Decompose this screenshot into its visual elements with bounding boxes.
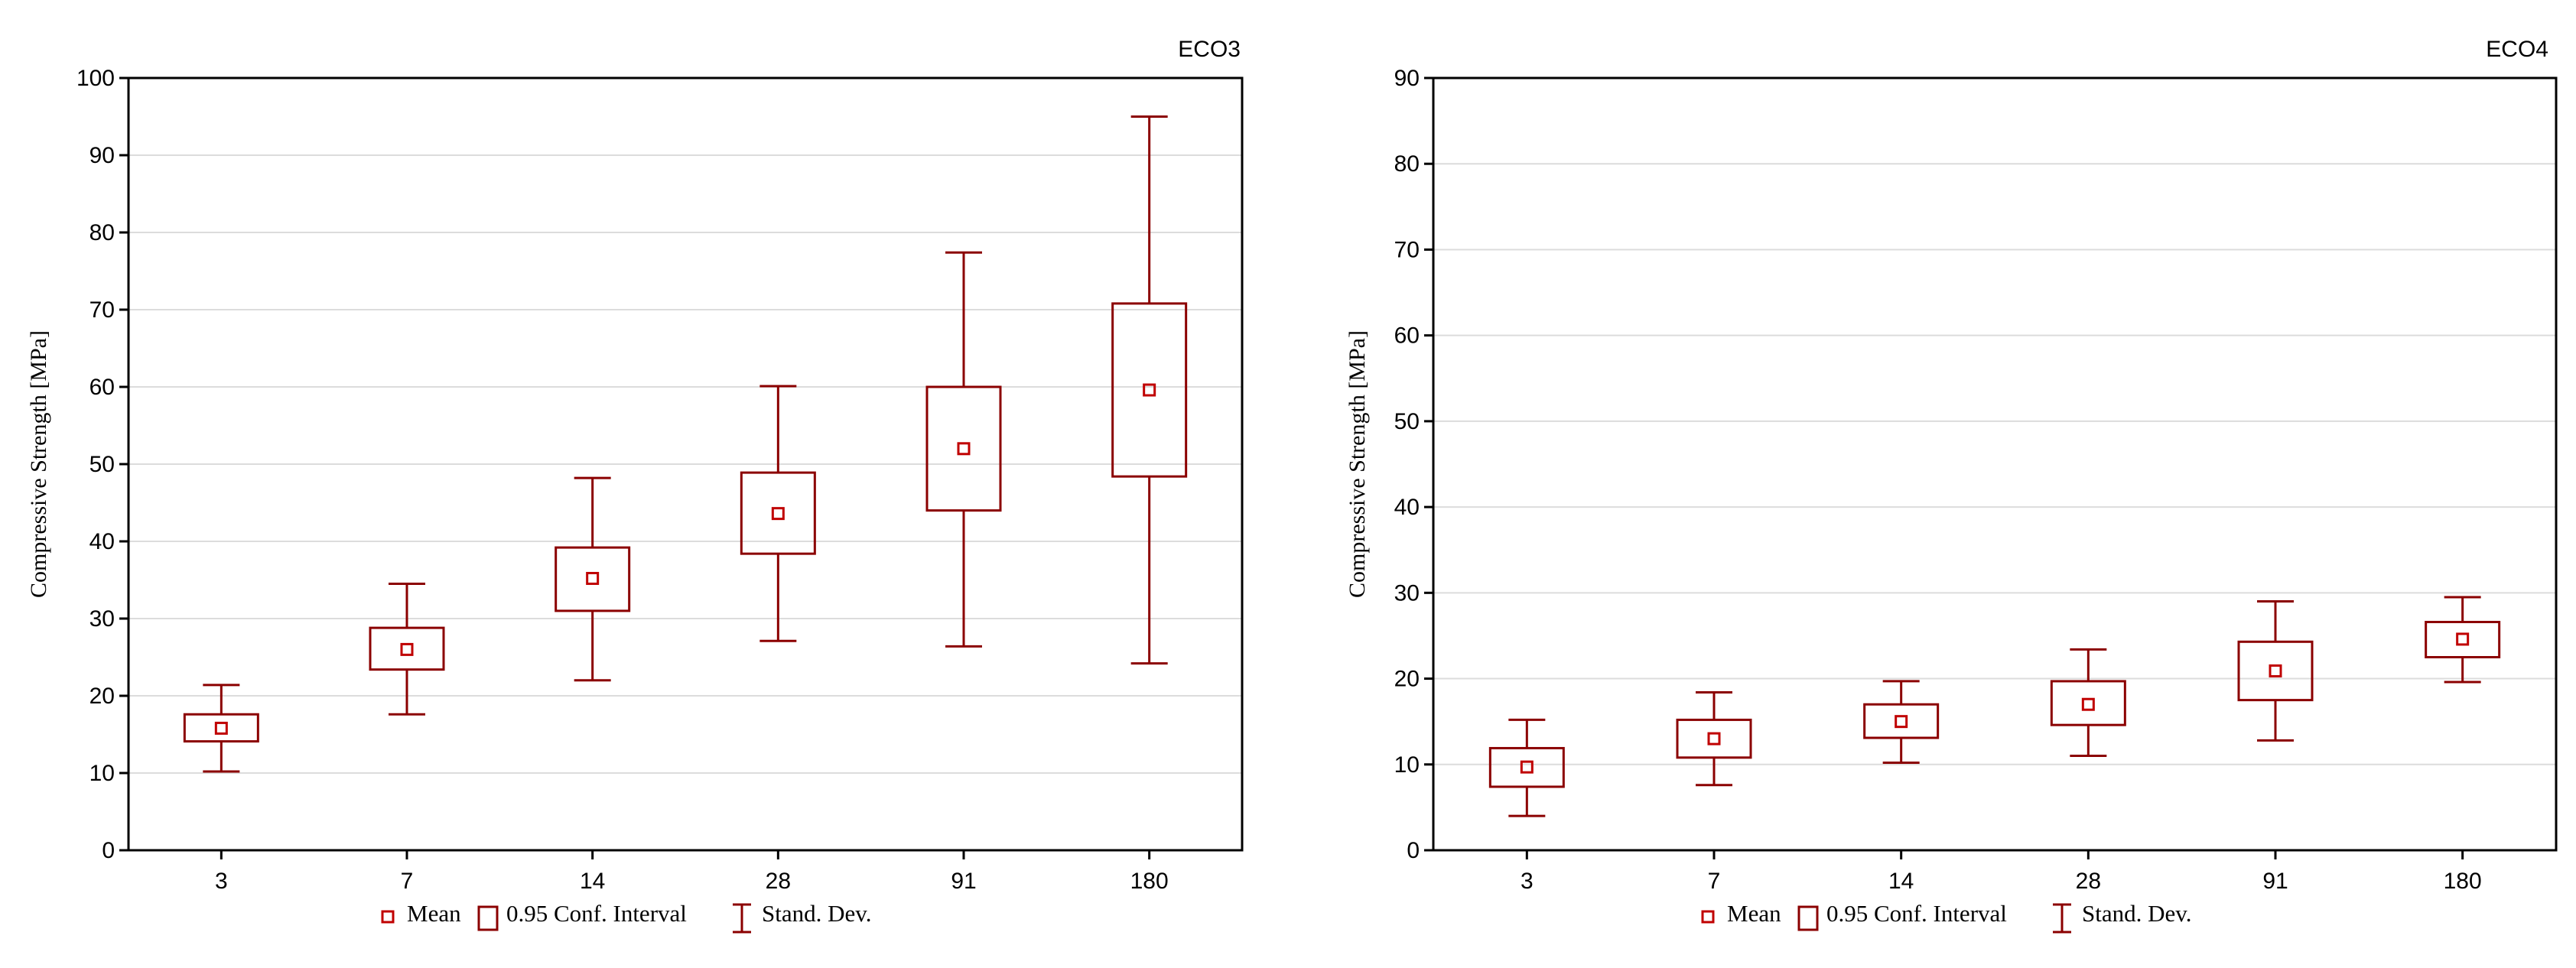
x-tick-label: 14 [580,869,605,894]
mean-marker [400,642,414,656]
y-tick-label: 20 [89,684,115,709]
ci-box [1863,703,1940,739]
y-tick-label: 20 [1394,667,1420,692]
x-tick-label: 180 [2444,869,2482,894]
mean-marker [1707,732,1721,745]
x-tick-label: 91 [2262,869,2288,894]
legend-sd-label: Stand. Dev. [762,900,872,927]
mean-marker [1895,715,1908,729]
mean-marker [2456,632,2470,646]
y-tick-label: 0 [102,838,115,863]
chart-panel-eco3: ECO3 Compressive Strength [MPa] Mean 0.9… [26,37,1244,934]
legend: Mean 0.95 Conf. Interval Stand. Dev. [381,900,872,934]
ci-box [555,546,631,612]
legend-sd-label: Stand. Dev. [2082,900,2192,927]
ci-box [2050,680,2126,726]
y-tick-label: 80 [1394,151,1420,177]
box-group-91 [2237,600,2314,742]
mean-marker [2269,664,2282,677]
legend-sd-marker [2053,903,2071,934]
y-tick-label: 60 [1394,323,1420,349]
mean-marker [214,721,228,735]
legend-ci-marker [1797,905,1819,931]
mean-marker [957,442,971,456]
box-group-180 [2425,596,2501,684]
legend-mean-label: Mean [407,900,461,927]
y-tick-label: 80 [89,220,115,245]
grid [128,77,1242,774]
box-group-91 [925,251,1002,648]
x-tick-label: 7 [401,869,414,894]
y-tick-label: 0 [1407,838,1420,863]
chart-title: ECO3 [1178,37,1241,62]
ci-box [2237,640,2314,702]
y-tick-label: 10 [1394,752,1420,778]
mean-marker [1520,760,1534,774]
ci-box [925,385,1002,512]
box-group-7 [1676,691,1752,787]
box-group-7 [369,583,445,716]
y-tick-label: 30 [1394,580,1420,606]
y-tick-label: 40 [1394,495,1420,520]
box-group-3 [183,684,259,773]
legend-mean-marker [381,910,395,924]
box-group-28 [2050,648,2126,758]
y-tick-label: 60 [89,375,115,400]
box-group-3 [1488,718,1565,817]
y-tick-label: 30 [89,606,115,632]
box-group-28 [740,385,816,642]
x-tick-label: 3 [1521,869,1534,894]
legend-sd-marker [733,903,751,934]
y-tick-label: 40 [89,529,115,554]
y-tick-label: 10 [89,761,115,786]
plot-frame [1432,76,2558,852]
y-axis-label: Compressive Strength [MPa] [26,330,51,598]
legend-mean-label: Mean [1727,900,1781,927]
mean-marker [586,571,600,585]
y-tick-label: 50 [1394,409,1420,434]
x-tick-label: 28 [2076,869,2101,894]
mean-marker [1143,383,1156,397]
box-group-180 [1111,115,1188,665]
ci-box [369,626,445,671]
y-tick-label: 100 [76,66,115,91]
x-tick-label: 180 [1130,869,1169,894]
y-tick-label: 90 [89,143,115,168]
mean-marker [2081,697,2095,711]
ci-box [1111,302,1188,478]
legend-ci-label: 0.95 Conf. Interval [1826,900,2007,927]
ci-box [2425,620,2501,659]
x-tick-label: 7 [1708,869,1721,894]
box-group-14 [555,476,631,682]
ci-box [1676,718,1752,759]
chart-panel-eco4: ECO4 Compressive Strength [MPa] Mean 0.9… [1345,37,2558,934]
chart-title: ECO4 [2486,37,2548,62]
legend-mean-marker [1701,910,1715,924]
grid [1433,77,2556,765]
x-tick-label: 28 [766,869,791,894]
ci-box [183,713,259,743]
y-tick-label: 70 [1394,237,1420,262]
x-tick-label: 3 [215,869,228,894]
y-tick-label: 70 [89,297,115,323]
legend-ci-label: 0.95 Conf. Interval [506,900,687,927]
legend-ci-marker [477,905,499,931]
legend: Mean 0.95 Conf. Interval Stand. Dev. [1701,900,2192,934]
x-tick-label: 91 [951,869,976,894]
ci-box [740,471,816,555]
mean-marker [771,507,785,521]
y-axis-label: Compressive Strength [MPa] [1345,330,1370,598]
y-tick-label: 50 [89,452,115,477]
ci-box [1488,746,1565,788]
box-group-14 [1863,680,1940,765]
y-tick-label: 90 [1394,66,1420,91]
x-tick-label: 14 [1888,869,1914,894]
